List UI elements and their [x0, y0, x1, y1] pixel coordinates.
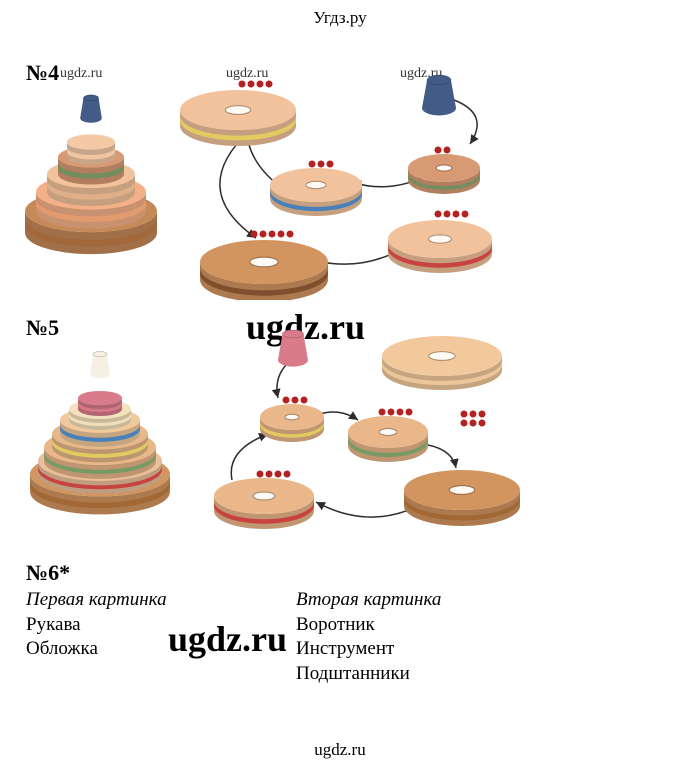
- page-header: Угдз.ру: [0, 0, 680, 28]
- watermark-small: ugdz.ru: [60, 66, 102, 82]
- diagram-2: [160, 330, 560, 550]
- col2-item: Инструмент: [296, 637, 556, 662]
- pyramid-1: [22, 92, 160, 272]
- section-4-label: №4: [26, 60, 59, 86]
- diagram-1: [160, 70, 560, 300]
- col1-title: Первая картинка: [26, 588, 296, 613]
- col2-title: Вторая картинка: [296, 588, 556, 613]
- col1-item: Обложка: [26, 637, 296, 662]
- answers-block: Первая картинка Рукава Обложка Вторая ка…: [26, 588, 556, 687]
- section-5-label: №5: [26, 315, 59, 341]
- section-6-label: №6*: [26, 560, 70, 586]
- pyramid-2: [26, 348, 174, 538]
- footer-watermark: ugdz.ru: [0, 740, 680, 760]
- col2-item: Подштанники: [296, 662, 556, 687]
- col2-item: Воротник: [296, 613, 556, 638]
- col1-item: Рукава: [26, 613, 296, 638]
